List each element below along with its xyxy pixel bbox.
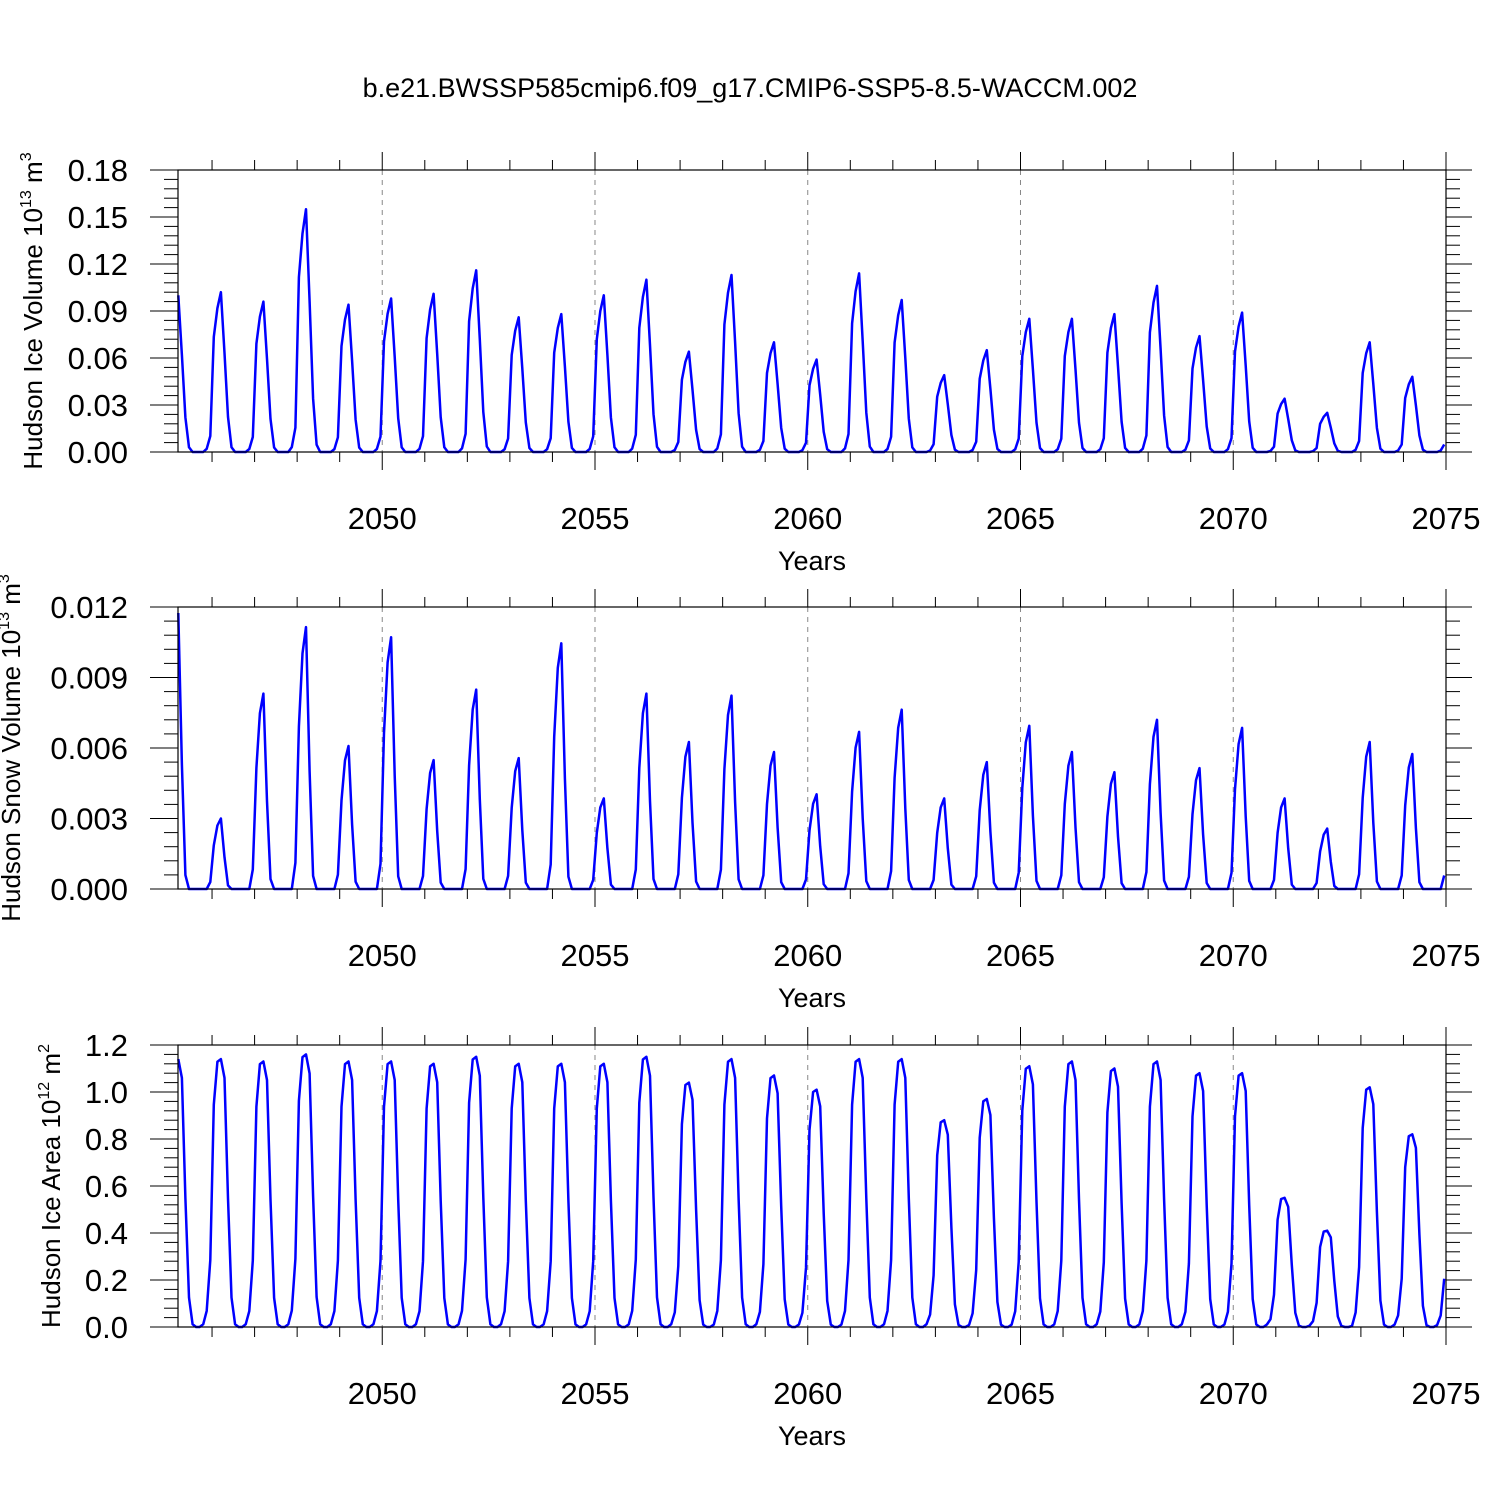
y-axis-title-mid: m [0, 583, 26, 612]
y-tick-label: 0.09 [68, 294, 128, 329]
y-tick-label: 0.4 [85, 1216, 128, 1251]
y-tick-label: 0.000 [50, 872, 128, 907]
y-axis-title: Hudson Ice Area 1012 m2 [36, 1044, 66, 1328]
y-tick-label: 0.15 [68, 200, 128, 235]
y-tick-label: 1.2 [85, 1028, 128, 1063]
y-tick-label: 0.009 [50, 661, 128, 696]
x-tick-label: 2050 [348, 1376, 417, 1411]
panel-3: 2050 2055 2060 2065 2070 2075 Years 0.0 0.2 0.4 0.… [36, 1027, 1480, 1451]
x-tick-label: 2065 [986, 1376, 1055, 1411]
x-axis-title: Years [778, 1421, 846, 1451]
y-axis-title-prefix: Hudson Snow Volume 10 [0, 630, 26, 922]
y-tick-label: 0.006 [50, 731, 128, 766]
y-axis-title-exp2: 3 [0, 574, 13, 583]
y-tick-label: 0.00 [68, 435, 128, 470]
x-tick-label: 2050 [348, 501, 417, 536]
y-tick-label: 0.003 [50, 802, 128, 837]
y-axis-title-exp1: 13 [18, 190, 35, 208]
x-tick-label: 2070 [1199, 501, 1268, 536]
y-axis-title-exp1: 13 [0, 612, 13, 630]
x-tick-label: 2065 [986, 938, 1055, 973]
y-axis-title: Hudson Snow Volume 1013 m3 [0, 574, 26, 922]
x-axis-title: Years [778, 983, 846, 1013]
x-tick-label: 2050 [348, 938, 417, 973]
y-axis-title-prefix: Hudson Ice Volume 10 [18, 208, 48, 470]
x-tick-label: 2075 [1412, 938, 1481, 973]
y-tick-label: 0.012 [50, 590, 128, 625]
y-tick-label: 0.2 [85, 1263, 128, 1298]
x-tick-label: 2060 [773, 1376, 842, 1411]
y-tick-label: 0.6 [85, 1169, 128, 1204]
x-tick-label: 2070 [1199, 1376, 1268, 1411]
x-axis-title: Years [778, 546, 846, 576]
x-tick-label: 2075 [1412, 501, 1481, 536]
y-axis-title-exp1: 12 [36, 1082, 53, 1100]
x-tick-label: 2060 [773, 501, 842, 536]
x-tick-label: 2075 [1412, 1376, 1481, 1411]
series-line [177, 612, 1446, 891]
y-tick-label: 0.12 [68, 247, 128, 282]
y-axis-title-mid: m [18, 161, 48, 190]
x-tick-label: 2055 [561, 938, 630, 973]
panel-2: 2050 2055 2060 2065 2070 2075 Years 0.000 0.003 0… [0, 574, 1480, 1013]
y-tick-label: 0.06 [68, 341, 128, 376]
y-axis-title-exp2: 3 [18, 152, 35, 161]
y-axis-title-mid: m [36, 1053, 66, 1082]
x-tick-label: 2065 [986, 501, 1055, 536]
x-tick-label: 2060 [773, 938, 842, 973]
figure-title: b.e21.BWSSP585cmip6.f09_g17.CMIP6-SSP5-8… [363, 73, 1138, 103]
x-tick-label: 2055 [561, 1376, 630, 1411]
panel-1: 2050 2055 2060 2065 2070 2075 Years 0.00 0.03 0.0… [18, 152, 1480, 576]
y-axis-title-exp2: 2 [36, 1044, 53, 1053]
series-line [177, 207, 1446, 454]
x-tick-label: 2055 [561, 501, 630, 536]
y-tick-label: 0.03 [68, 388, 128, 423]
series-line [177, 1053, 1446, 1329]
panels: 2050 2055 2060 2065 2070 2075Years0.000.030.0… [0, 152, 1480, 1451]
y-tick-label: 0.8 [85, 1122, 128, 1157]
y-tick-label: 0.0 [85, 1310, 128, 1345]
y-axis-title-prefix: Hudson Ice Area 10 [36, 1100, 66, 1328]
y-axis-title: Hudson Ice Volume 1013 m3 [18, 152, 48, 469]
x-tick-label: 2070 [1199, 938, 1268, 973]
y-tick-label: 0.18 [68, 153, 128, 188]
y-tick-label: 1.0 [85, 1075, 128, 1110]
